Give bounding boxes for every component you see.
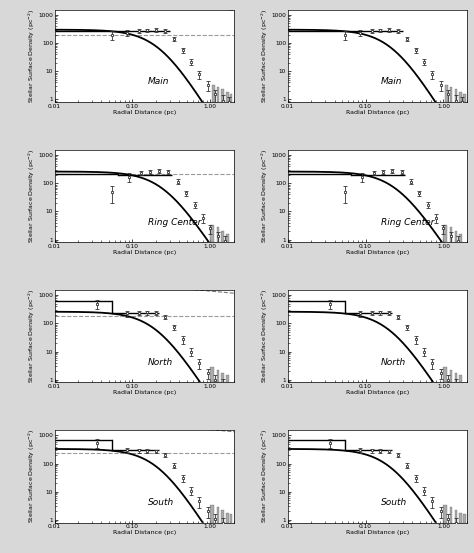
Bar: [459, 92, 462, 102]
Bar: [444, 225, 447, 242]
X-axis label: Radial Distance (pc): Radial Distance (pc): [112, 530, 176, 535]
Bar: [459, 375, 462, 383]
X-axis label: Radial Distance (pc): Radial Distance (pc): [346, 250, 409, 255]
Text: Main: Main: [381, 77, 402, 86]
Text: Ring Center: Ring Center: [148, 217, 201, 227]
Bar: [217, 227, 219, 242]
Bar: [226, 234, 228, 242]
Bar: [212, 85, 215, 102]
Text: Ring Center: Ring Center: [381, 217, 434, 227]
Text: North: North: [148, 358, 173, 367]
Bar: [459, 234, 462, 242]
Bar: [210, 505, 214, 523]
Bar: [455, 373, 457, 383]
X-axis label: Radial Distance (pc): Radial Distance (pc): [346, 110, 409, 115]
Bar: [221, 510, 224, 523]
Bar: [450, 87, 452, 102]
Bar: [459, 513, 462, 523]
X-axis label: Radial Distance (pc): Radial Distance (pc): [112, 250, 176, 255]
Y-axis label: Stellar Surface Density (pc$^{-2}$): Stellar Surface Density (pc$^{-2}$): [27, 430, 37, 524]
Y-axis label: Stellar Surface Density (pc$^{-2}$): Stellar Surface Density (pc$^{-2}$): [260, 149, 270, 243]
Bar: [455, 89, 457, 102]
Bar: [463, 514, 465, 523]
Bar: [455, 231, 457, 242]
Bar: [450, 227, 452, 242]
Bar: [230, 93, 232, 102]
Bar: [217, 369, 219, 383]
Bar: [445, 85, 448, 102]
X-axis label: Radial Distance (pc): Radial Distance (pc): [346, 530, 409, 535]
Text: Main: Main: [148, 77, 169, 86]
Y-axis label: Stellar Surface Density (pc$^{-2}$): Stellar Surface Density (pc$^{-2}$): [27, 9, 37, 103]
Text: South: South: [381, 498, 407, 507]
Bar: [221, 373, 224, 383]
Bar: [226, 92, 228, 102]
Bar: [463, 93, 465, 102]
Bar: [226, 375, 228, 383]
Bar: [450, 369, 452, 383]
Bar: [444, 505, 447, 523]
Y-axis label: Stellar Surface Density (pc$^{-2}$): Stellar Surface Density (pc$^{-2}$): [260, 9, 270, 103]
Y-axis label: Stellar Surface Density (pc$^{-2}$): Stellar Surface Density (pc$^{-2}$): [260, 430, 270, 524]
Text: North: North: [381, 358, 406, 367]
Bar: [210, 367, 214, 383]
Y-axis label: Stellar Surface Density (pc$^{-2}$): Stellar Surface Density (pc$^{-2}$): [27, 149, 37, 243]
X-axis label: Radial Distance (pc): Radial Distance (pc): [112, 390, 176, 395]
Bar: [450, 507, 452, 523]
X-axis label: Radial Distance (pc): Radial Distance (pc): [346, 390, 409, 395]
Bar: [217, 507, 219, 523]
Y-axis label: Stellar Surface Density (pc$^{-2}$): Stellar Surface Density (pc$^{-2}$): [260, 289, 270, 383]
Bar: [444, 367, 447, 383]
Y-axis label: Stellar Surface Density (pc$^{-2}$): Stellar Surface Density (pc$^{-2}$): [27, 289, 37, 383]
Bar: [221, 89, 224, 102]
Bar: [217, 87, 219, 102]
Text: South: South: [148, 498, 174, 507]
X-axis label: Radial Distance (pc): Radial Distance (pc): [112, 110, 176, 115]
Bar: [226, 513, 228, 523]
Bar: [455, 510, 457, 523]
Bar: [230, 514, 232, 523]
Bar: [210, 225, 214, 242]
Bar: [221, 231, 224, 242]
